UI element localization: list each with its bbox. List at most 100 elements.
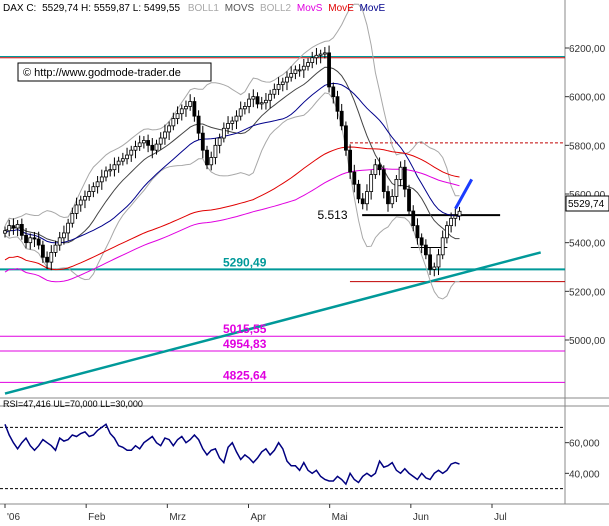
candle-body <box>415 225 420 239</box>
y-tick-label: 6000,00 <box>569 93 606 104</box>
rsi-header: RSI=47,416 UL=70,000 LL=30,000 <box>3 399 143 409</box>
rsi-line <box>4 423 460 486</box>
candle-body <box>120 158 125 162</box>
candle-body <box>453 215 458 219</box>
candle-body <box>40 244 45 258</box>
candle-body <box>360 198 365 205</box>
candle-body <box>87 191 92 197</box>
candle-body <box>280 81 285 85</box>
candle-body <box>394 178 399 197</box>
candle-body <box>297 69 302 72</box>
header-instrument: DAX C: <box>3 3 36 14</box>
trendline <box>4 251 542 395</box>
header-quote: 5529,74 H: 5559,87 L: 5499,55 <box>42 3 180 14</box>
candle-body <box>411 210 416 227</box>
candle-body <box>83 196 87 201</box>
candle-body <box>377 164 382 171</box>
x-tick-label: Jul <box>494 512 507 523</box>
candle-body <box>268 93 273 101</box>
candle-body <box>125 154 129 160</box>
candle-body <box>373 164 378 175</box>
candle-body <box>276 84 281 90</box>
candle-body <box>226 123 230 129</box>
candle-body <box>62 232 66 239</box>
legend-boll2: BOLL2 <box>260 3 292 14</box>
level-label: 4954,83 <box>223 337 267 351</box>
level-label: 5015,55 <box>223 322 267 336</box>
candle-body <box>432 266 437 270</box>
candle-body <box>234 115 239 122</box>
price-tag: 5529,74 <box>568 199 605 210</box>
candle-body <box>36 238 41 246</box>
x-tick-label: Mrz <box>169 512 186 523</box>
candle-body <box>45 256 49 263</box>
candle-body <box>217 137 222 146</box>
candle-body <box>238 108 243 117</box>
rsi-tick-label: 60,000 <box>569 439 600 450</box>
projection-arrow <box>454 178 474 210</box>
y-tick-label: 5200,00 <box>569 287 606 298</box>
candle-body <box>146 140 150 146</box>
ema-red <box>4 146 460 271</box>
candle-body <box>28 237 33 244</box>
candle-body <box>255 96 260 105</box>
candle-body <box>318 53 323 56</box>
candle-body <box>15 224 20 229</box>
candle-body <box>192 101 197 117</box>
candle-body <box>339 110 344 127</box>
legend-movs: MovS <box>297 3 323 14</box>
candle-body <box>163 131 167 139</box>
candles <box>3 45 462 277</box>
candle-body <box>78 199 83 206</box>
y-tick-label: 5400,00 <box>569 239 606 250</box>
candle-body <box>247 98 252 107</box>
candle-body <box>184 106 188 110</box>
y-tick-label: 5000,00 <box>569 336 606 347</box>
candle-body <box>445 225 449 239</box>
candle-body <box>116 160 121 166</box>
candle-body <box>449 217 454 227</box>
candle-body <box>209 157 214 166</box>
x-tick-label: Apr <box>251 512 267 523</box>
bollinger-lower <box>4 92 460 300</box>
candle-body <box>158 137 163 145</box>
candle-body <box>91 186 96 192</box>
candle-body <box>343 125 348 151</box>
y-tick-label: 6200,00 <box>569 44 606 55</box>
candle-body <box>24 234 28 244</box>
candle-body <box>171 118 176 127</box>
candle-body <box>129 149 134 156</box>
candle-body <box>348 149 353 173</box>
candle-body <box>137 142 142 147</box>
candle-body <box>205 149 209 166</box>
candle-body <box>70 213 75 224</box>
candle-body <box>331 86 336 98</box>
candle-body <box>108 169 113 172</box>
candle-body <box>335 96 340 112</box>
candle-body <box>32 237 37 240</box>
candle-body <box>150 144 155 151</box>
level-label: 5290,49 <box>223 255 267 269</box>
candle-body <box>289 73 294 78</box>
watermark-box <box>17 62 212 82</box>
candle-body <box>322 52 327 55</box>
candle-body <box>213 144 218 158</box>
candle-body <box>398 166 403 180</box>
legend-movs-gray: MOVS <box>225 3 255 14</box>
candle-body <box>293 69 298 74</box>
candle-body <box>259 102 264 105</box>
candle-body <box>19 224 24 236</box>
candle-body <box>352 171 357 185</box>
candle-body <box>175 113 180 119</box>
watermark-text: © http://www.godmode-trader.de <box>23 67 181 79</box>
candle-body <box>167 125 172 133</box>
candle-body <box>381 169 386 192</box>
candle-body <box>365 191 369 205</box>
candle-body <box>230 120 235 124</box>
candle-body <box>112 164 117 171</box>
level-label: 5.513 <box>317 208 347 222</box>
candle-body <box>369 174 374 192</box>
bollinger-upper <box>4 3 460 227</box>
